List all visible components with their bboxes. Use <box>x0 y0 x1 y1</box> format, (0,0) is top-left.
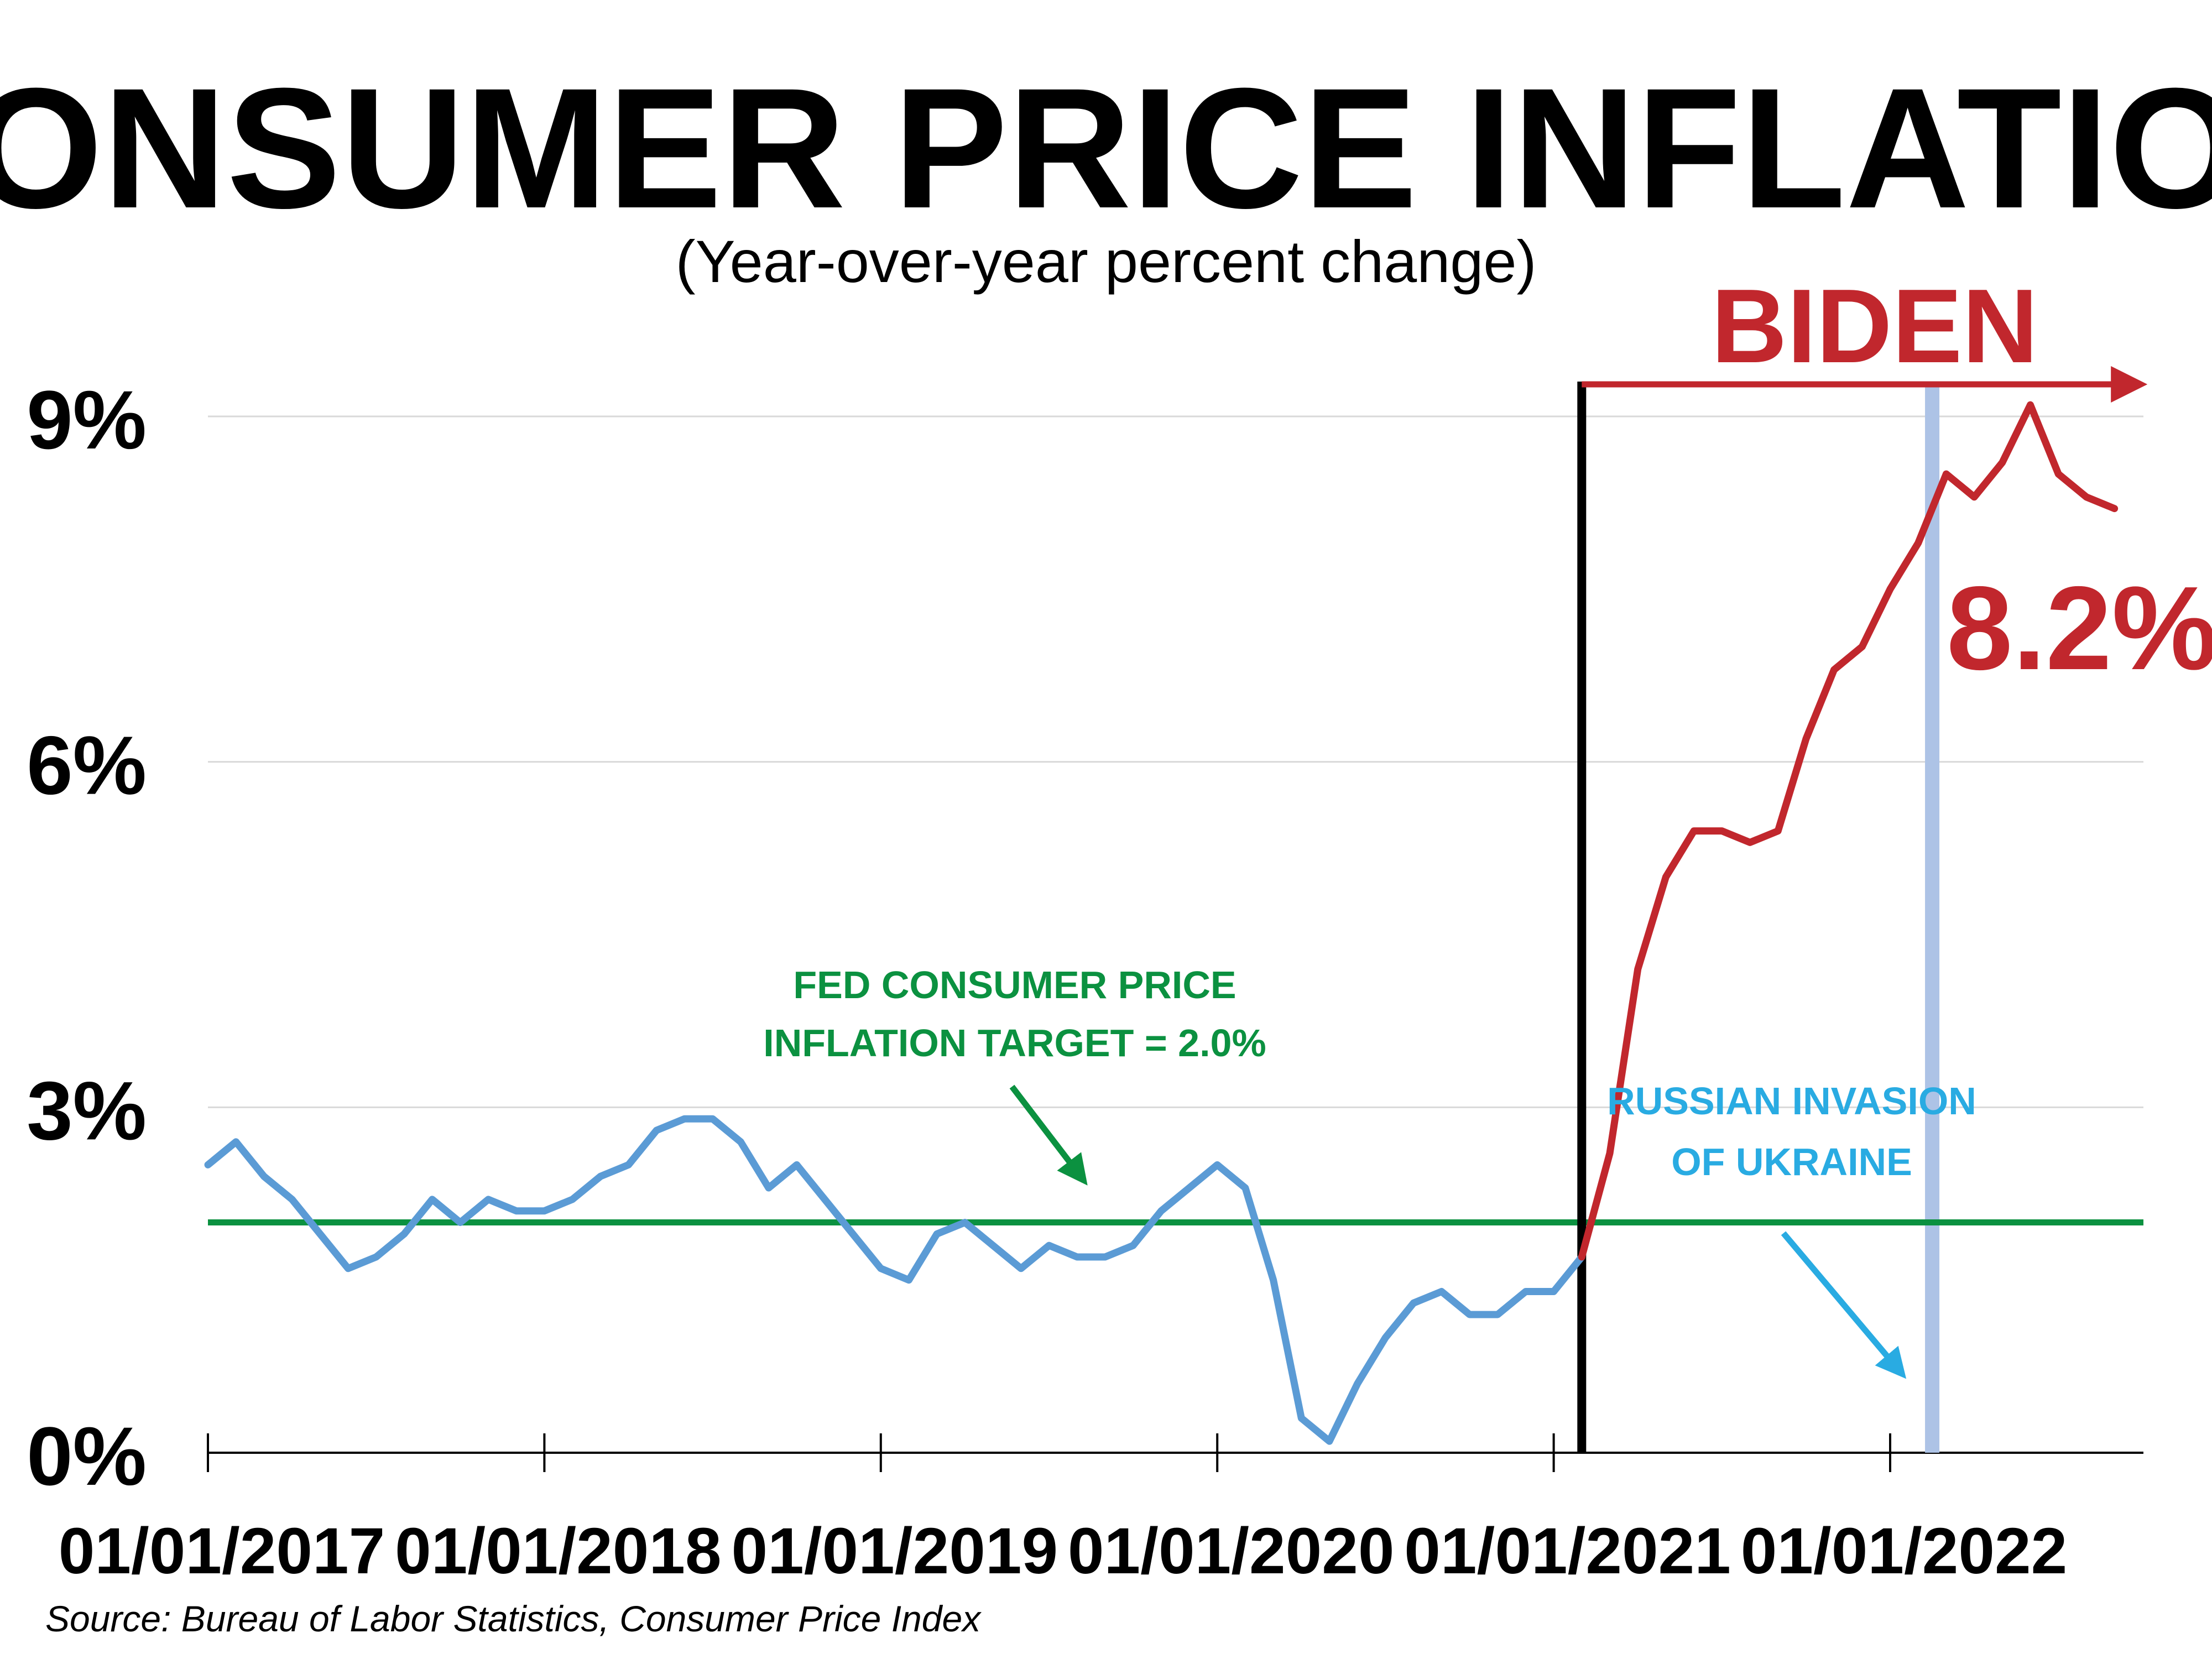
russia-label-line2: OF UKRAINE <box>1671 1140 1912 1183</box>
y-tick-label: 3% <box>27 1064 147 1157</box>
chart-subtitle: (Year-over-year percent change) <box>676 228 1537 295</box>
fed-target-label-line2: INFLATION TARGET = 2.0% <box>763 1021 1266 1065</box>
y-tick-label: 6% <box>27 719 147 812</box>
russia-arrow <box>1781 1231 1907 1379</box>
x-axis: 01/01/2017 01/01/2018 01/01/2019 01/01/2020… <box>59 1433 2143 1588</box>
russia-label-line1: RUSSIAN INVASION <box>1607 1079 1976 1123</box>
y-tick-label: 9% <box>27 373 147 466</box>
russian-invasion-marker <box>1925 387 1940 1453</box>
x-tick-label: 01/01/2019 <box>732 1515 1058 1588</box>
y-axis-ticks: 0% 3% 6% 9% <box>27 373 147 1503</box>
gridlines <box>208 415 2143 1108</box>
chart-title: CONSUMER PRICE INFLATION <box>0 52 2212 244</box>
series-line-biden <box>1578 401 2119 1261</box>
x-tick-label: 01/01/2020 <box>1068 1515 1395 1588</box>
fed-target-arrow <box>1009 1084 1088 1186</box>
x-tick-label: 01/01/2021 <box>1404 1515 1731 1588</box>
x-tick-label: 01/01/2022 <box>1741 1515 2068 1588</box>
x-tick-label: 01/01/2018 <box>395 1515 722 1588</box>
source-note: Source: Bureau of Labor Statistics, Cons… <box>45 1598 982 1639</box>
biden-label: BIDEN <box>1711 268 2038 385</box>
y-tick-label: 0% <box>27 1410 147 1503</box>
last-value-label: 8.2% <box>1947 561 2212 695</box>
x-tick-label: 01/01/2017 <box>59 1515 385 1588</box>
fed-target-label-line1: FED CONSUMER PRICE <box>793 963 1236 1006</box>
series-line-pre-biden <box>204 1115 1585 1445</box>
